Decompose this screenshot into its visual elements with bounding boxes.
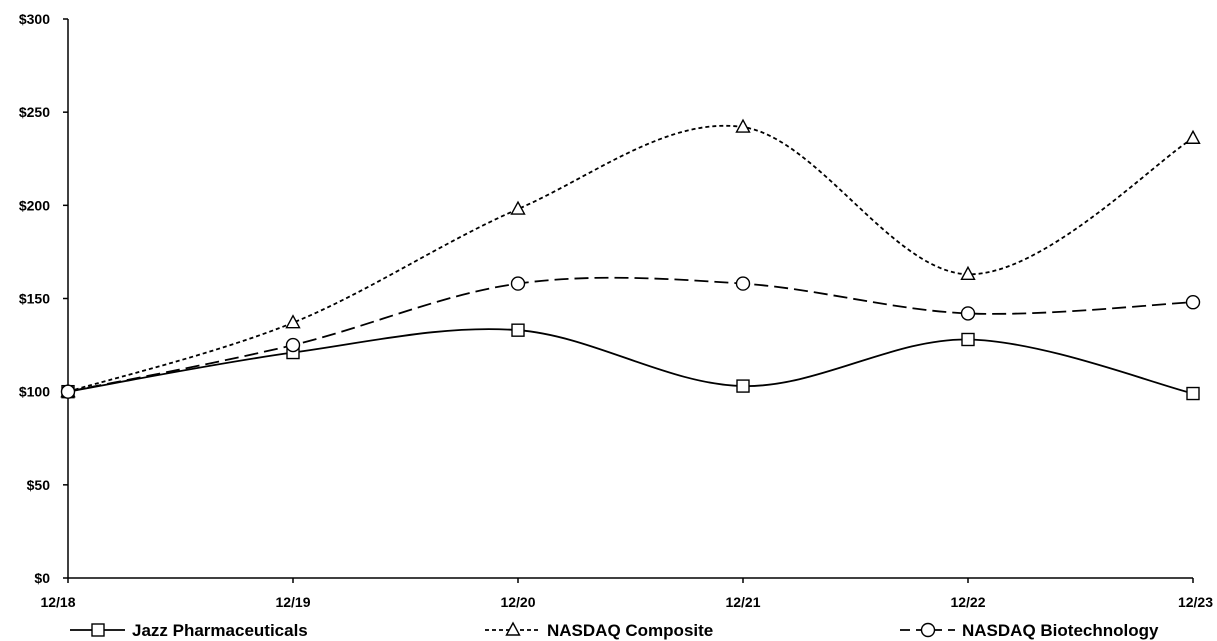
y-tick-label: $0 xyxy=(34,570,50,586)
y-tick-label: $100 xyxy=(19,384,50,400)
legend-marker-triangle xyxy=(505,621,521,636)
y-axis-ticks: $0 $50 $100 $150 $200 $250 $300 xyxy=(19,11,68,586)
series-group xyxy=(60,118,1201,401)
x-axis-ticks: 12/18 12/19 12/20 12/21 12/22 12/23 xyxy=(40,578,1213,610)
data-point-square xyxy=(1186,386,1200,401)
data-point-square xyxy=(736,379,750,393)
x-tick-label: 12/18 xyxy=(40,594,75,610)
legend-item: NASDAQ Biotechnology xyxy=(900,621,1159,640)
y-tick-label: $50 xyxy=(27,477,51,493)
data-point-circle xyxy=(60,384,76,399)
legend-marker-square xyxy=(91,623,105,637)
legend: Jazz Pharmaceuticals NASDAQ Composite NASD… xyxy=(70,621,1159,640)
legend-item: NASDAQ Composite xyxy=(485,621,713,640)
data-point-triangle xyxy=(960,265,976,280)
legend-label: NASDAQ Composite xyxy=(547,621,713,640)
x-tick-label: 12/20 xyxy=(500,594,535,610)
data-point-square xyxy=(961,332,975,347)
series-jazz-pharmaceuticals xyxy=(61,323,1200,401)
data-point-circle xyxy=(735,276,751,291)
legend-marker-circle xyxy=(920,622,936,638)
data-point-circle xyxy=(285,337,301,353)
y-tick-label: $200 xyxy=(19,197,50,213)
x-tick-label: 12/23 xyxy=(1178,594,1213,610)
legend-label: NASDAQ Biotechnology xyxy=(962,621,1159,640)
data-point-circle xyxy=(1185,295,1201,310)
y-tick-label: $150 xyxy=(19,291,50,307)
y-tick-label: $250 xyxy=(19,104,50,120)
data-point-triangle xyxy=(285,314,301,329)
series-line xyxy=(67,124,1194,393)
y-tick-label: $300 xyxy=(19,11,50,27)
legend-item: Jazz Pharmaceuticals xyxy=(70,621,308,640)
series-nasdaq-biotechnology xyxy=(60,276,1201,399)
x-tick-label: 12/21 xyxy=(725,594,760,610)
legend-label: Jazz Pharmaceuticals xyxy=(132,621,308,640)
data-point-triangle xyxy=(510,200,526,215)
series-line xyxy=(67,276,1194,393)
x-tick-label: 12/22 xyxy=(950,594,985,610)
data-point-triangle xyxy=(735,118,751,133)
x-tick-label: 12/19 xyxy=(275,594,310,610)
axes xyxy=(67,19,1193,579)
data-point-triangle xyxy=(1185,129,1201,144)
data-point-circle xyxy=(960,306,976,321)
data-point-circle xyxy=(510,276,526,291)
series-line xyxy=(67,328,1194,395)
data-point-square xyxy=(511,323,525,337)
series-nasdaq-composite xyxy=(60,118,1201,398)
